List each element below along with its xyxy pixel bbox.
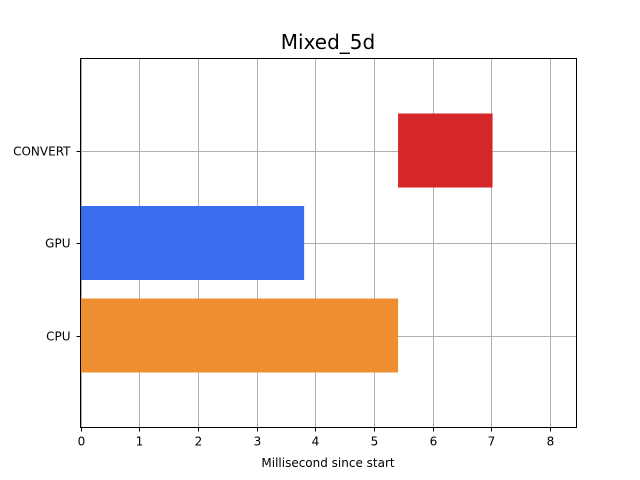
x-tick-label: 2 [195, 435, 203, 449]
axis-layer: 0 1 2 3 4 5 6 7 8 CPU GPU CONVERT [13, 145, 554, 449]
x-tick-label: 4 [312, 435, 320, 449]
y-tick-label: CONVERT [13, 145, 71, 159]
plot-frame [80, 58, 577, 428]
x-tick-label: 8 [547, 435, 555, 449]
x-tick-label: 1 [136, 435, 144, 449]
x-tick-label: 3 [254, 435, 262, 449]
x-tick-label: 0 [78, 435, 86, 449]
bar-convert [398, 113, 493, 188]
x-tick-label: 5 [371, 435, 379, 449]
bar-cpu [80, 298, 399, 373]
bar-gpu [80, 206, 305, 280]
x-tick-label: 7 [488, 435, 496, 449]
x-tick-label: 6 [430, 435, 438, 449]
chart-title: Mixed_5d [281, 30, 375, 54]
y-tick-label: GPU [45, 237, 70, 251]
x-axis-label: Millisecond since start [261, 456, 395, 470]
y-tick-label: CPU [46, 330, 70, 344]
bar-layer [80, 113, 493, 373]
